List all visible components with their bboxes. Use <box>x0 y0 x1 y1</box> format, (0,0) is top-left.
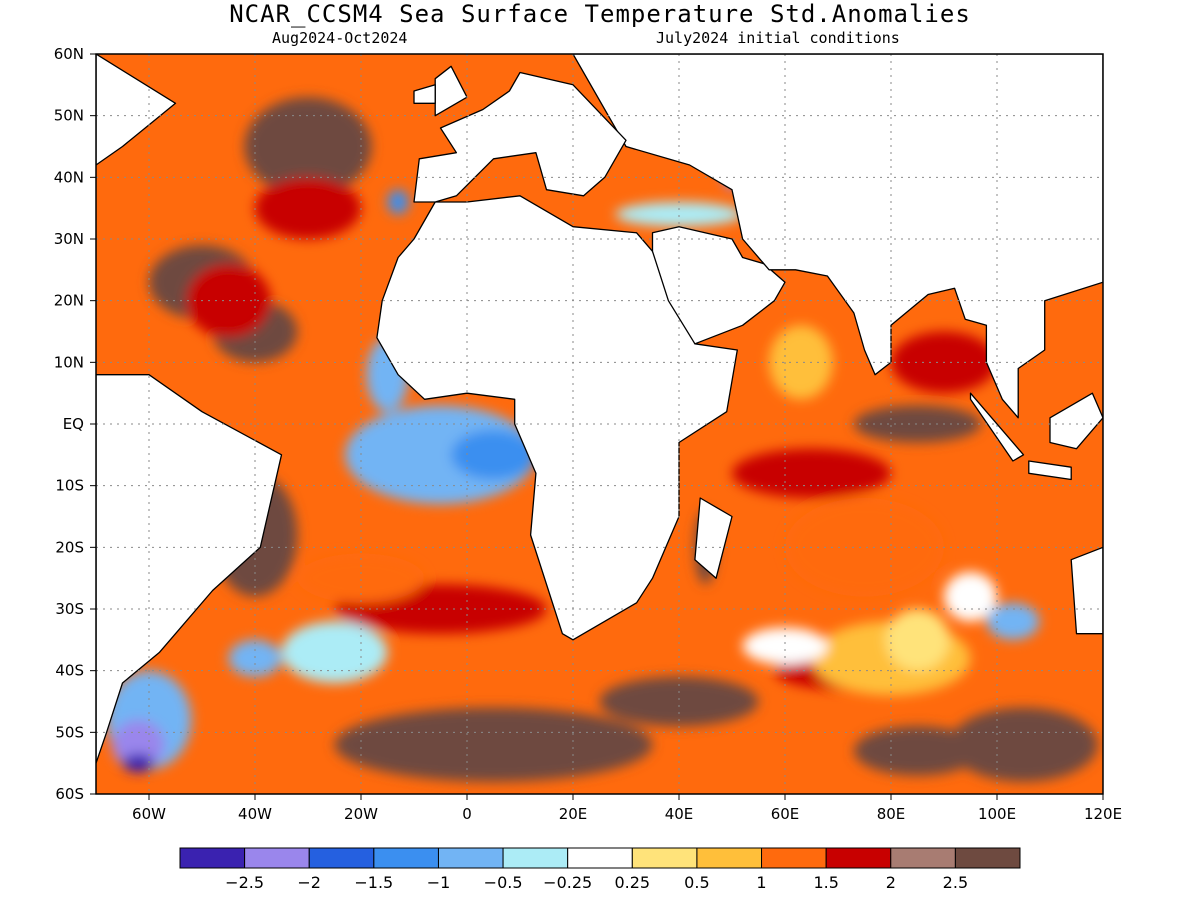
colorbar-label: 2 <box>886 873 896 892</box>
x-tick-label: 40W <box>238 805 272 823</box>
y-tick-label: 20N <box>54 292 84 310</box>
landmass <box>969 392 1025 462</box>
anomaly-region <box>949 707 1098 782</box>
y-tick-label: 30N <box>54 230 84 248</box>
anomaly-region <box>244 97 372 196</box>
colorbar-label: −2 <box>297 873 321 892</box>
anomaly-region <box>853 726 982 776</box>
x-tick-label: 80E <box>877 805 906 823</box>
anomaly-region <box>228 639 282 677</box>
y-tick-label: 50N <box>54 107 84 125</box>
anomaly-region <box>599 676 759 727</box>
anomaly-region <box>615 202 743 227</box>
anomaly-region <box>885 609 950 671</box>
anomaly-region <box>255 177 361 239</box>
landmass <box>413 84 436 104</box>
landmass <box>694 497 733 579</box>
lat-lon-grid <box>96 54 1103 794</box>
anomaly-region <box>297 553 425 603</box>
initial-conditions: July2024 initial conditions <box>656 29 900 47</box>
anomaly-region <box>281 621 388 683</box>
anomaly-region <box>122 753 155 773</box>
colorbar-label: −2.5 <box>225 873 264 892</box>
landmass <box>651 226 786 345</box>
anomaly-region <box>853 405 982 443</box>
colorbar-swatch <box>502 847 569 869</box>
landmass <box>1070 546 1103 635</box>
anomaly-region <box>732 448 891 498</box>
colorbar-label: −0.5 <box>484 873 523 892</box>
anomaly-region <box>451 430 536 480</box>
x-tick-label: 20W <box>344 805 378 823</box>
colorbar-label: −0.25 <box>543 873 592 892</box>
longitude-axis: 60W 40W 20W 0 20E 40E 60E 80E 100E 120E <box>132 794 1122 823</box>
anomaly-region <box>769 325 833 400</box>
colorbar-swatch <box>954 847 1021 869</box>
landmass <box>1049 392 1103 450</box>
colorbar-swatch <box>437 847 504 869</box>
forecast-period: Aug2024-Oct2024 <box>272 29 408 47</box>
y-tick-label: 60S <box>55 785 84 803</box>
anomaly-region <box>186 263 271 338</box>
x-tick-label: 120E <box>1084 805 1122 823</box>
colorbar-label: 2.5 <box>943 873 968 892</box>
colorbar-swatch <box>825 847 892 869</box>
x-tick-label: 60W <box>132 805 166 823</box>
colorbar-swatch <box>244 847 310 869</box>
y-tick-label: 20S <box>55 538 84 556</box>
x-tick-label: 40E <box>665 805 694 823</box>
colorbar-swatch <box>761 847 827 869</box>
map-title: NCAR_CCSM4 Sea Surface Temperature Std.A… <box>229 0 971 28</box>
colorbar-swatch <box>179 847 246 869</box>
y-tick-label: 30S <box>55 600 84 618</box>
colorbar-label: 0.5 <box>684 873 709 892</box>
colorbar-label: −1 <box>427 873 451 892</box>
y-tick-label: 40S <box>55 662 84 680</box>
anomaly-region <box>345 405 536 505</box>
anomaly-region <box>785 498 944 597</box>
colorbar-swatch <box>696 847 763 869</box>
y-tick-label: 40N <box>54 168 84 186</box>
y-tick-label: EQ <box>63 415 84 433</box>
colorbar-swatch <box>567 847 633 869</box>
y-tick-label: 10N <box>54 353 84 371</box>
y-tick-label: 10S <box>55 477 84 495</box>
latitude-axis: 60N 50N 40N 30N 20N 10N EQ 10S 20S 30S 40S 50S 60S <box>54 45 96 803</box>
colorbar-label: 0.25 <box>614 873 650 892</box>
anomaly-region <box>986 602 1040 640</box>
colorbar-label: −1.5 <box>354 873 393 892</box>
colorbar-label: 1 <box>756 873 766 892</box>
colorbar-swatch <box>308 847 375 869</box>
landmass <box>96 54 177 166</box>
x-tick-label: 60E <box>771 805 800 823</box>
anomaly-region <box>387 189 409 215</box>
y-tick-label: 50S <box>55 723 84 741</box>
colorbar: −2.5 −2 −1.5 −1 −0.5 −0.25 0.25 0.5 1 1.5 2 2.5 <box>179 847 1021 892</box>
landmass <box>96 374 283 764</box>
x-tick-label: 0 <box>462 805 472 823</box>
colorbar-label: 1.5 <box>813 873 838 892</box>
colorbar-swatch <box>373 847 439 869</box>
colorbar-swatch <box>890 847 956 869</box>
landmass <box>1028 460 1072 481</box>
y-tick-label: 60N <box>54 45 84 63</box>
x-tick-label: 20E <box>559 805 588 823</box>
anomaly-region <box>742 627 828 665</box>
x-tick-label: 100E <box>978 805 1016 823</box>
colorbar-swatch <box>631 847 698 869</box>
anomaly-region <box>334 707 653 782</box>
